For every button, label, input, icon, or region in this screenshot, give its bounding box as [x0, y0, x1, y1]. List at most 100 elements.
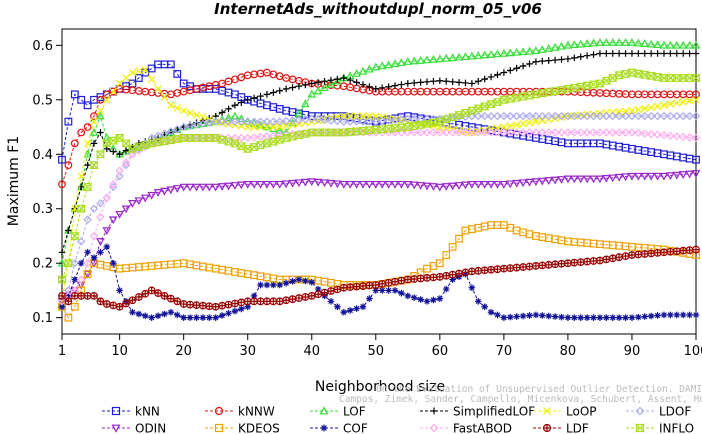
data-point-ldf [263, 297, 271, 306]
data-point-simplifiedlof [692, 50, 700, 57]
data-point-kdeos [429, 262, 438, 270]
data-point-fastabod [570, 128, 579, 137]
data-point-inflo [76, 204, 86, 213]
data-point-odin [499, 180, 509, 189]
data-point-ldf [192, 301, 201, 309]
data-point-simplifiedlof [378, 84, 386, 92]
data-point-loop [167, 101, 175, 109]
data-point-cof [545, 312, 553, 320]
data-point-cof [257, 281, 264, 289]
watermark-line-1: On the Evaluation of Unsupervised Outlie… [376, 384, 702, 395]
data-point-loop [103, 96, 111, 104]
data-point-loop [269, 123, 278, 131]
data-point-ldf [166, 294, 175, 303]
data-point-ldf [186, 300, 194, 309]
series-layer [57, 38, 701, 322]
data-point-ldf [243, 297, 252, 306]
data-point-cof [308, 278, 316, 286]
data-point-cof [506, 313, 514, 321]
data-point-fastabod [256, 132, 265, 141]
data-point-fastabod [499, 128, 509, 137]
data-point-loop [666, 100, 675, 108]
y-tick-label: 0.3 [32, 202, 53, 217]
data-point-loop [493, 124, 502, 132]
data-point-ldof [493, 111, 502, 121]
data-point-knnw [692, 90, 700, 99]
data-point-odin [557, 176, 566, 184]
data-point-cof [359, 303, 367, 311]
legend-item-lof: LOF [310, 405, 366, 419]
data-point-ldof [198, 119, 208, 128]
data-point-lof [83, 149, 92, 158]
data-point-loop [512, 121, 521, 129]
data-point-ldf [109, 301, 118, 310]
data-point-simplifiedlof [660, 50, 668, 57]
data-point-odin [537, 177, 547, 186]
data-point-ldf [557, 259, 566, 268]
data-point-loop [660, 101, 668, 109]
data-point-odin [582, 175, 592, 184]
data-point-loop [653, 102, 662, 111]
data-point-lof [307, 89, 317, 98]
data-point-cof [423, 298, 431, 305]
data-point-simplifiedlof [449, 78, 456, 86]
data-point-cof [487, 308, 495, 316]
data-point-ldf [83, 292, 92, 300]
data-point-ldof [173, 125, 182, 134]
data-point-ldof [365, 117, 374, 126]
data-point-cof [391, 287, 399, 294]
data-point-odin [204, 183, 214, 192]
data-point-ldof [615, 111, 624, 121]
data-point-ldof [217, 117, 227, 126]
data-point-cof [635, 313, 642, 321]
data-point-lof [371, 62, 381, 71]
data-point-simplifiedlof [487, 73, 495, 81]
data-point-odin [128, 200, 137, 208]
data-point-loop [359, 112, 367, 120]
data-point-ldof [403, 114, 412, 124]
data-point-ldof [608, 111, 617, 121]
x-tick-label: 60 [432, 344, 449, 359]
data-point-ldof [237, 117, 246, 126]
data-point-lof [646, 39, 656, 48]
data-point-odin [179, 183, 188, 192]
legend-label: LoOP [566, 405, 597, 419]
data-point-odin [448, 182, 457, 191]
legend-item-knn: kNN [102, 405, 160, 419]
data-point-simplifiedlof [84, 161, 91, 169]
data-point-inflo [82, 183, 93, 191]
data-point-loop [538, 116, 547, 125]
data-point-cof [378, 287, 386, 294]
data-point-cof [193, 314, 200, 321]
data-point-loop [692, 96, 700, 104]
data-point-fastabod [109, 180, 118, 189]
data-point-loop [154, 85, 162, 93]
data-point-ldof [275, 117, 284, 126]
data-point-fastabod [77, 275, 86, 284]
legend-item-simplifiedlof: SimplifiedLOF [420, 405, 535, 419]
data-point-simplifiedlof [519, 62, 527, 70]
data-point-cof [302, 277, 309, 285]
data-point-kdeos [435, 259, 444, 268]
data-point-ldf [461, 268, 470, 277]
data-point-knn [231, 90, 239, 99]
data-point-simplifiedlof [225, 105, 232, 113]
data-point-ldf [692, 245, 700, 254]
data-point-simplifiedlof [526, 60, 533, 68]
legend-label: FastABOD [453, 422, 512, 434]
data-point-simplifiedlof [58, 249, 66, 256]
series-line-fastabod [61, 132, 697, 302]
data-point-knnw [275, 72, 284, 81]
data-point-fastabod [589, 128, 598, 137]
data-point-odin [275, 180, 285, 189]
data-point-ldf [403, 275, 412, 284]
data-point-ldf [487, 265, 495, 274]
data-point-ldf [628, 251, 636, 259]
data-point-inflo [479, 102, 490, 111]
data-point-fastabod [243, 133, 252, 143]
data-point-cof [148, 314, 155, 321]
data-point-knnw [64, 161, 73, 170]
data-point-ldf [570, 258, 579, 267]
legend-marker [111, 424, 121, 433]
data-point-cof [327, 298, 335, 305]
